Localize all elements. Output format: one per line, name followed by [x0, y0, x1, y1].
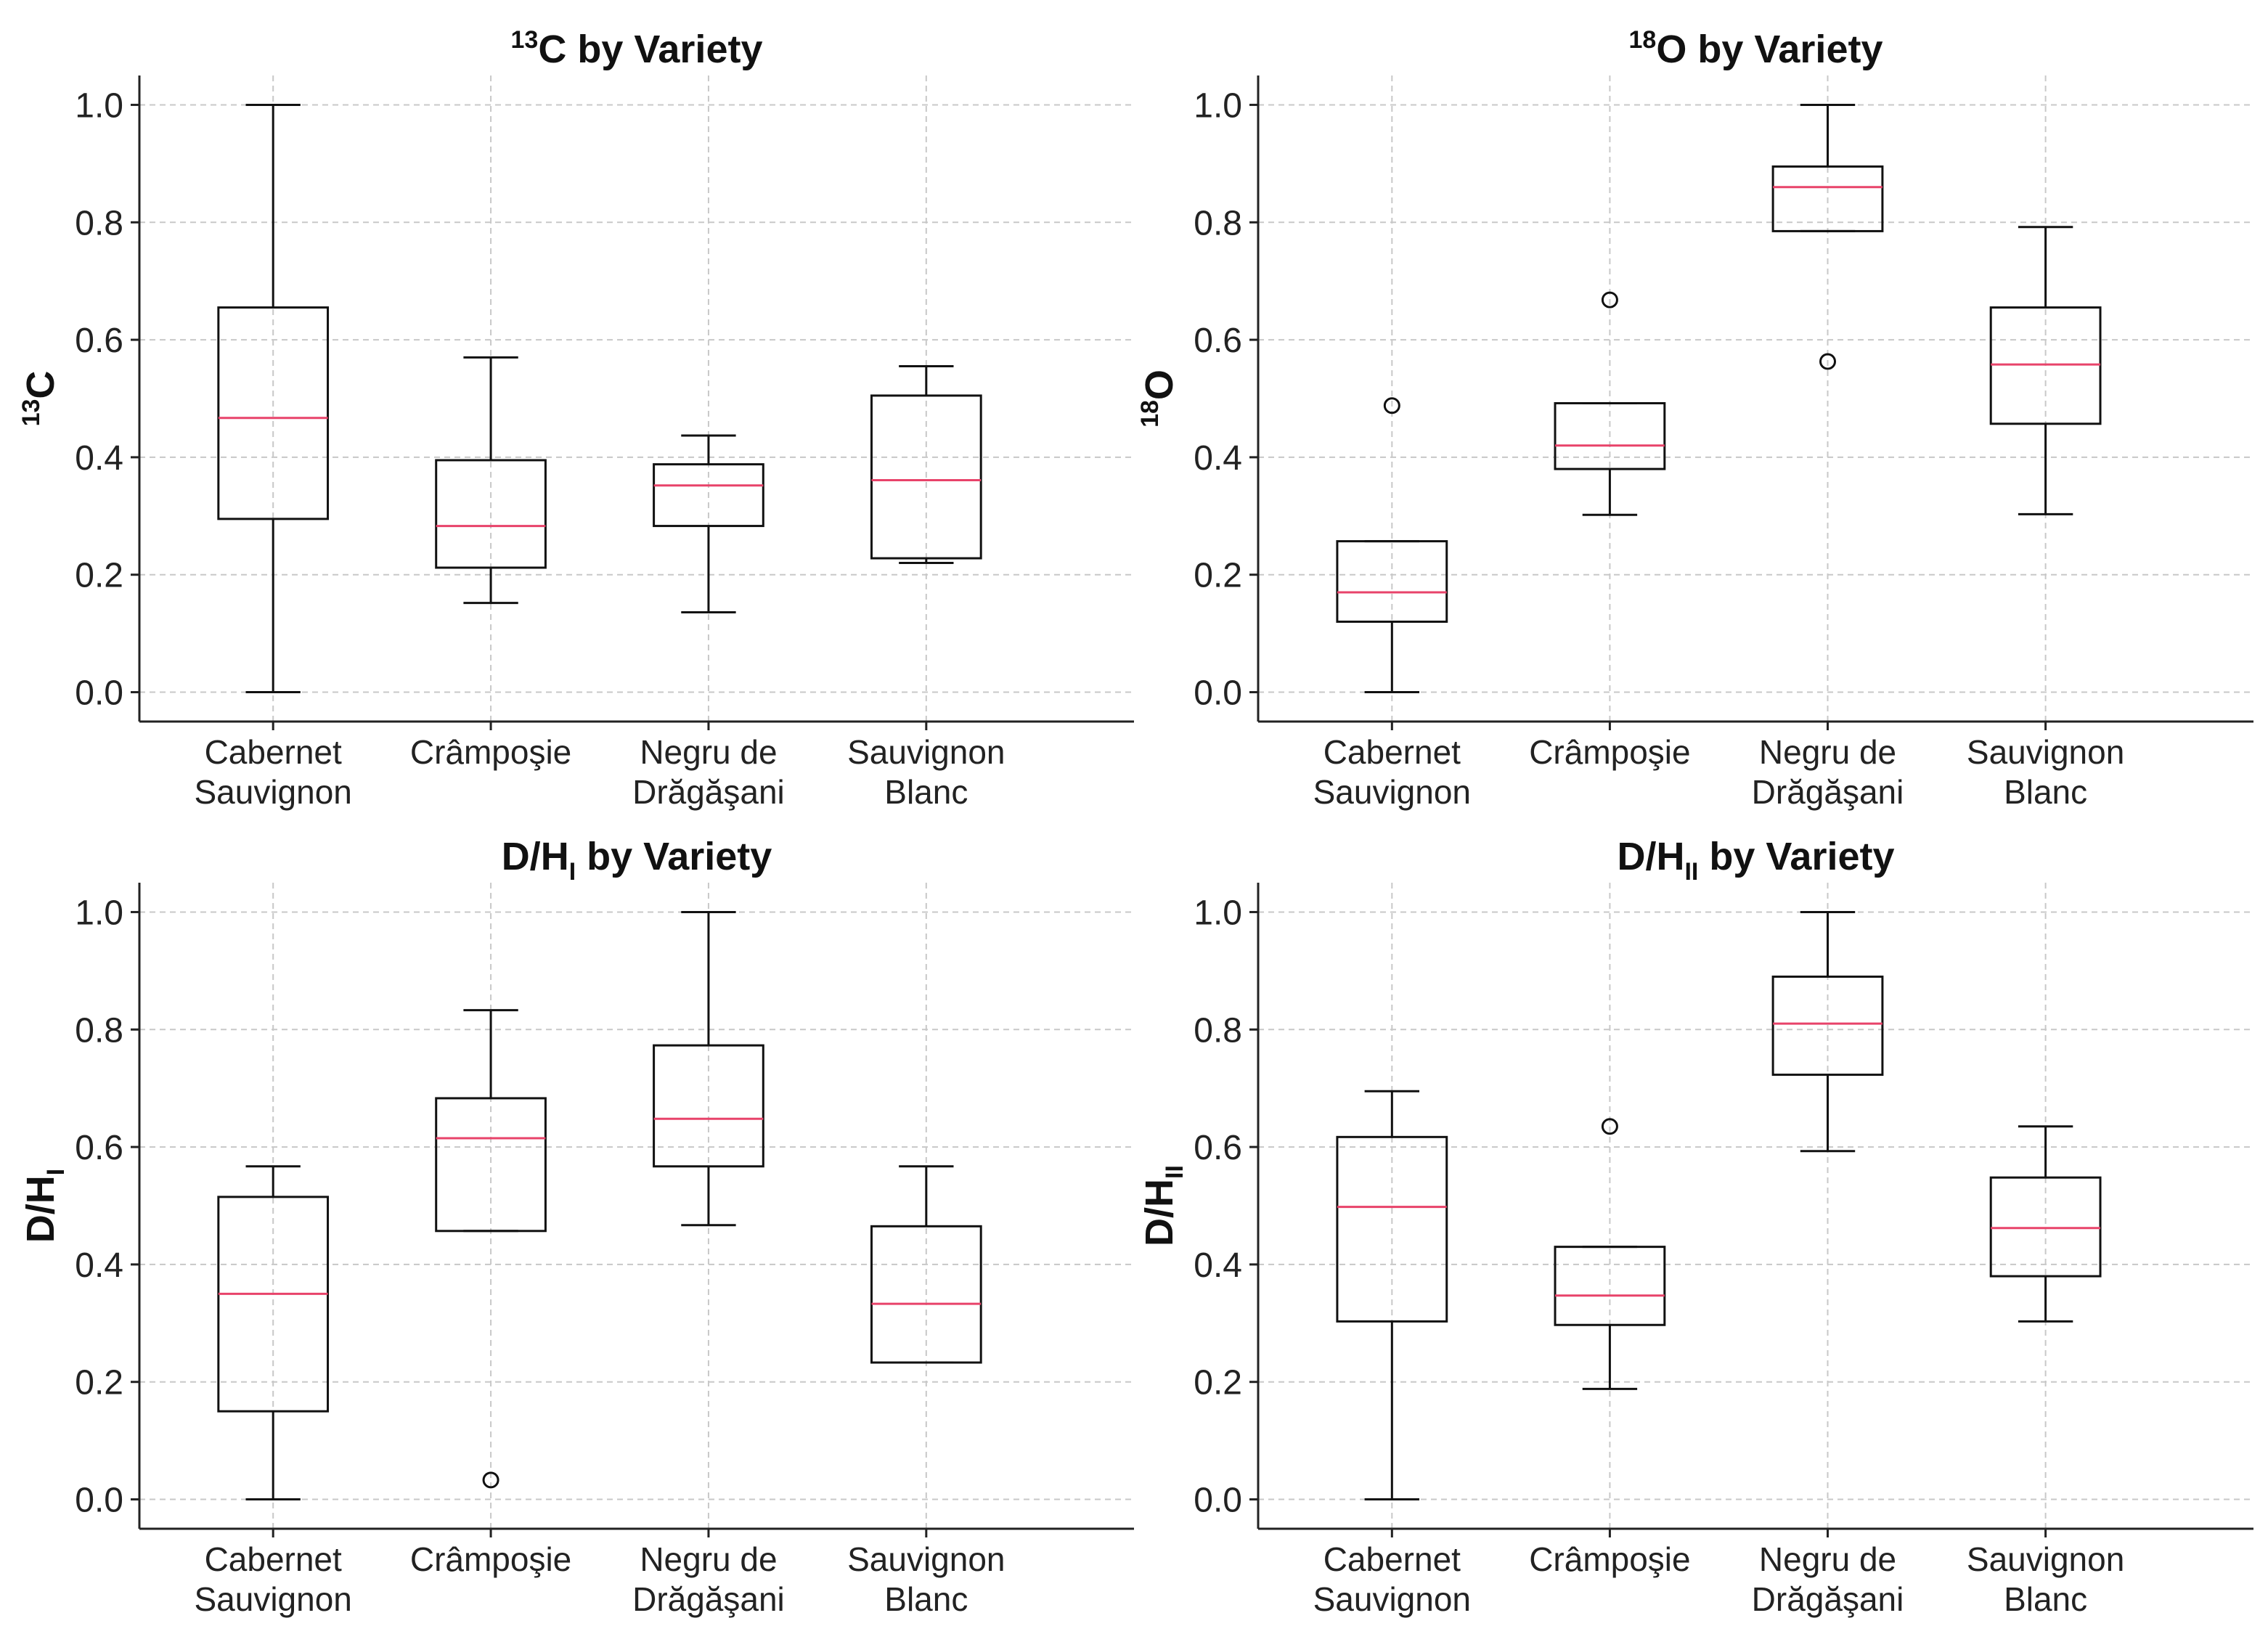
- box-1: [217, 1165, 330, 1501]
- chart-title: D/HII by Variety: [1617, 835, 1894, 886]
- box-2: [1554, 1118, 1666, 1390]
- x-tick-label: Crâmpoşie: [1529, 733, 1690, 771]
- box-iqr: [435, 1097, 547, 1233]
- box-1: [1336, 1090, 1448, 1501]
- box-4: [870, 365, 982, 565]
- y-tick-label: 0.6: [1194, 322, 1242, 360]
- outlier-point: [1383, 397, 1400, 414]
- box-3: [653, 434, 764, 614]
- x-tick-label: Sauvignon Blanc: [1967, 733, 2124, 811]
- y-tick-label: 1.0: [1194, 86, 1242, 125]
- x-tick-label: Negru de Drăgăşani: [632, 733, 785, 811]
- x-tick-label: Negru de Drăgăşani: [1752, 733, 1904, 811]
- box-iqr: [1336, 540, 1448, 623]
- x-tick-label: Cabernet Sauvignon: [194, 733, 351, 811]
- box-4: [1989, 1125, 2102, 1323]
- x-tick-label: Cabernet Sauvignon: [1313, 733, 1471, 811]
- y-axis-label: D/HI: [19, 1169, 70, 1243]
- box-iqr: [1554, 401, 1666, 470]
- outlier-point: [482, 1471, 499, 1489]
- y-tick-label: 0.8: [75, 1011, 123, 1050]
- box-3: [653, 910, 764, 1227]
- x-tick-label: Negru de Drăgăşani: [1752, 1540, 1904, 1618]
- chart-panel-4: 0.0 0.2 0.4 0.6 0.8 1.0 Cabernet Sauvignon Crâmp…: [1138, 835, 2253, 1618]
- x-tick-label: Sauvignon Blanc: [847, 733, 1005, 811]
- chart-panel-1: 0.0 0.2 0.4 0.6 0.8 1.0 Cabernet Sauvignon Crâmp…: [17, 26, 1134, 811]
- x-tick-label: Sauvignon Blanc: [1967, 1540, 2124, 1618]
- y-tick-label: 0.0: [75, 674, 123, 713]
- box-iqr: [1554, 1246, 1666, 1326]
- y-tick-label: 1.0: [75, 86, 123, 125]
- box-iqr: [217, 306, 330, 520]
- x-tick-label: Cabernet Sauvignon: [1313, 1540, 1471, 1618]
- box-2: [435, 356, 547, 605]
- y-axis-label: 13C: [17, 371, 62, 427]
- y-tick-label: 0.4: [1194, 1246, 1242, 1285]
- box-4: [870, 1165, 982, 1364]
- box-3: [1771, 910, 1884, 1153]
- chart-panel-3: 0.0 0.2 0.4 0.6 0.8 1.0 Cabernet Sauvignon Crâmp…: [19, 835, 1134, 1618]
- x-tick-label: Negru de Drăgăşani: [632, 1540, 785, 1618]
- chart-title: 13C by Variety: [511, 26, 763, 71]
- box-iqr: [653, 1044, 764, 1168]
- y-tick-label: 0.4: [1194, 439, 1242, 478]
- x-tick-label: Crâmpoşie: [1529, 1540, 1690, 1578]
- x-tick-label: Cabernet Sauvignon: [194, 1540, 351, 1618]
- chart-panel-2: 0.0 0.2 0.4 0.6 0.8 1.0 Cabernet Sauvignon Crâmp…: [1136, 26, 2253, 811]
- box-iqr: [217, 1196, 330, 1413]
- chart-title: D/HI by Variety: [502, 835, 772, 886]
- box-3: [1771, 103, 1884, 370]
- box-2: [1554, 291, 1666, 516]
- chart-title: 18O by Variety: [1628, 26, 1882, 71]
- box-iqr: [1336, 1135, 1448, 1323]
- outlier-point: [1601, 1118, 1618, 1135]
- box-iqr: [870, 394, 982, 560]
- y-axis-label: 18O: [1136, 369, 1181, 428]
- y-tick-label: 0.2: [1194, 1364, 1242, 1402]
- outlier-point: [1819, 353, 1837, 370]
- y-tick-label: 0.6: [75, 322, 123, 360]
- box-1: [1336, 397, 1448, 694]
- box-iqr: [1771, 165, 1884, 232]
- box-iqr: [653, 463, 764, 528]
- y-tick-label: 0.4: [75, 439, 123, 478]
- y-tick-label: 0.2: [75, 557, 123, 595]
- x-tick-label: Crâmpoşie: [410, 1540, 571, 1578]
- y-tick-label: 1.0: [1194, 894, 1242, 932]
- y-tick-label: 0.8: [75, 204, 123, 242]
- box-iqr: [435, 459, 547, 569]
- y-axis-label: D/HII: [1138, 1165, 1188, 1246]
- box-iqr: [1989, 1176, 2102, 1278]
- box-iqr: [1771, 975, 1884, 1077]
- y-tick-label: 0.6: [1194, 1129, 1242, 1167]
- box-2: [435, 1009, 547, 1489]
- y-tick-label: 0.6: [75, 1129, 123, 1167]
- y-tick-label: 0.0: [1194, 674, 1242, 713]
- y-tick-label: 0.4: [75, 1246, 123, 1285]
- y-tick-label: 0.2: [1194, 557, 1242, 595]
- x-tick-label: Sauvignon Blanc: [847, 1540, 1005, 1618]
- box-1: [217, 103, 330, 694]
- box-iqr: [870, 1225, 982, 1364]
- y-tick-label: 0.0: [1194, 1482, 1242, 1520]
- x-tick-label: Crâmpoşie: [410, 733, 571, 771]
- y-tick-label: 0.0: [75, 1482, 123, 1520]
- y-tick-label: 0.2: [75, 1364, 123, 1402]
- y-tick-label: 0.8: [1194, 204, 1242, 242]
- y-tick-label: 0.8: [1194, 1011, 1242, 1050]
- box-4: [1989, 226, 2102, 515]
- box-iqr: [1989, 306, 2102, 425]
- outlier-point: [1601, 291, 1618, 309]
- y-tick-label: 1.0: [75, 894, 123, 932]
